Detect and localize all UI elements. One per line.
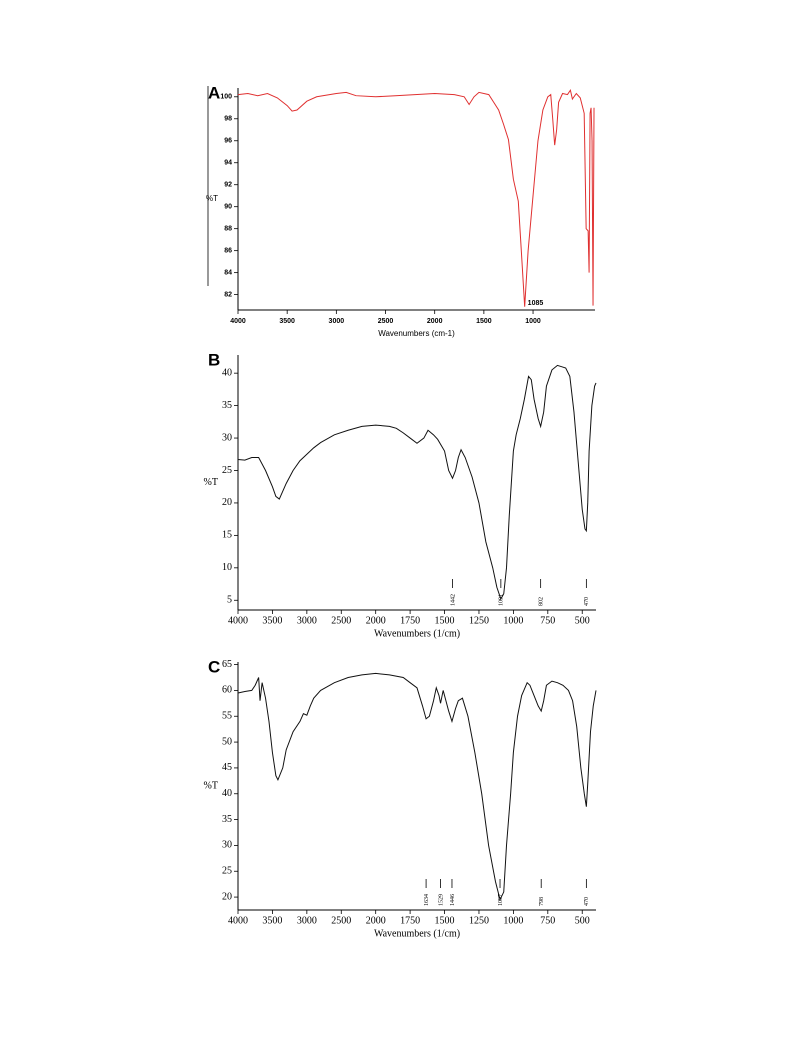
x-tick-label: 3500 (262, 915, 282, 926)
y-tick-label: 5 (227, 595, 232, 606)
y-tick-label: 25 (222, 866, 232, 877)
peak-label: 1634 (424, 894, 430, 906)
y-tick-label: 94 (224, 160, 232, 167)
x-tick-label: 1500 (435, 615, 455, 626)
x-tick-label: 500 (575, 915, 590, 926)
x-tick-label: 1750 (400, 615, 420, 626)
x-tick-label: 3000 (297, 915, 317, 926)
panel-label: B (208, 350, 220, 369)
panel-label: A (208, 83, 220, 102)
x-tick-label: 4000 (230, 318, 246, 325)
peak-label: 1446 (450, 894, 456, 906)
y-tick-label: 50 (222, 736, 232, 747)
y-tick-label: 40 (222, 367, 232, 378)
y-axis-title: %T (204, 477, 218, 488)
spectrum-panel: 82 84 86 88 90 92 94 96 98 100 4000 3500 3000 2500 200… (206, 83, 595, 338)
peak-label: 1442 (450, 594, 456, 606)
x-tick-label: 2000 (427, 318, 443, 325)
x-axis-title: Wavenumbers (1/cm) (374, 628, 460, 639)
x-tick-label: 1250 (469, 915, 489, 926)
x-axis-title: Wavenumbers (cm-1) (378, 329, 455, 338)
y-tick-label: 55 (222, 711, 232, 722)
y-tick-label: 40 (222, 788, 232, 799)
x-tick-label: 500 (575, 615, 590, 626)
spectrum-line (237, 364, 597, 601)
y-tick-label: 96 (224, 138, 232, 145)
y-tick-label: 82 (224, 291, 232, 298)
y-tick-label: 90 (224, 204, 232, 211)
x-tick-label: 4000 (228, 915, 248, 926)
peak-label: 1097 (498, 894, 504, 906)
y-tick-label: 25 (222, 465, 232, 476)
y-tick-label: 92 (224, 182, 232, 189)
x-tick-label: 2000 (366, 915, 386, 926)
y-tick-label: 35 (222, 400, 232, 411)
y-tick-label: 35 (222, 814, 232, 825)
y-tick-label: 30 (222, 432, 232, 443)
x-tick-label: 2500 (331, 915, 351, 926)
x-tick-label: 750 (540, 615, 555, 626)
y-tick-label: 86 (224, 247, 232, 254)
x-tick-label: 750 (540, 915, 555, 926)
x-tick-label: 2000 (366, 615, 386, 626)
peak-label: 470 (584, 597, 590, 606)
y-tick-label: 15 (222, 530, 232, 541)
y-tick-label: 20 (222, 891, 232, 902)
spectrum-line (237, 672, 597, 902)
peak-label: 802 (539, 597, 545, 606)
x-tick-label: 3000 (329, 318, 345, 325)
x-tick-label: 2500 (378, 318, 394, 325)
y-tick-label: 88 (224, 226, 232, 233)
y-tick-label: 45 (222, 762, 232, 773)
y-tick-label: 65 (222, 659, 232, 670)
spectrum-line (237, 88, 595, 307)
x-tick-label: 1750 (400, 915, 420, 926)
x-tick-label: 4000 (228, 615, 248, 626)
x-tick-label: 1000 (503, 915, 523, 926)
y-tick-label: 60 (222, 685, 232, 696)
peak-label: 1085 (528, 300, 544, 307)
y-tick-label: 84 (224, 269, 232, 276)
x-tick-label: 1250 (469, 615, 489, 626)
x-tick-label: 1500 (476, 318, 492, 325)
x-tick-label: 1000 (525, 318, 541, 325)
panel-label: C (208, 657, 220, 676)
y-axis-title: %T (204, 780, 218, 791)
x-tick-label: 2500 (331, 615, 351, 626)
x-tick-label: 3500 (262, 615, 282, 626)
y-tick-label: 30 (222, 840, 232, 851)
y-tick-label: 100 (220, 94, 232, 101)
peak-label: 1091 (499, 594, 505, 606)
x-tick-label: 3000 (297, 615, 317, 626)
spectrum-panel: 5 10 15 20 25 30 35 40 4000 3500 3000 2500 2000 1750 1… (204, 350, 597, 639)
x-tick-label: 3500 (279, 318, 295, 325)
peak-label: 798 (539, 897, 545, 906)
y-tick-label: 10 (222, 562, 232, 573)
x-tick-label: 1000 (503, 615, 523, 626)
peak-label: 470 (584, 897, 590, 906)
peak-label: 1529 (438, 894, 444, 906)
y-tick-label: 20 (222, 497, 232, 508)
spectrum-panel: 20 25 30 35 40 45 50 55 60 65 4000 3500 3000 2500 2000… (204, 657, 597, 939)
y-axis-title: %T (206, 194, 218, 203)
x-tick-label: 1500 (435, 915, 455, 926)
x-axis-title: Wavenumbers (1/cm) (374, 928, 460, 939)
y-tick-label: 98 (224, 116, 232, 123)
